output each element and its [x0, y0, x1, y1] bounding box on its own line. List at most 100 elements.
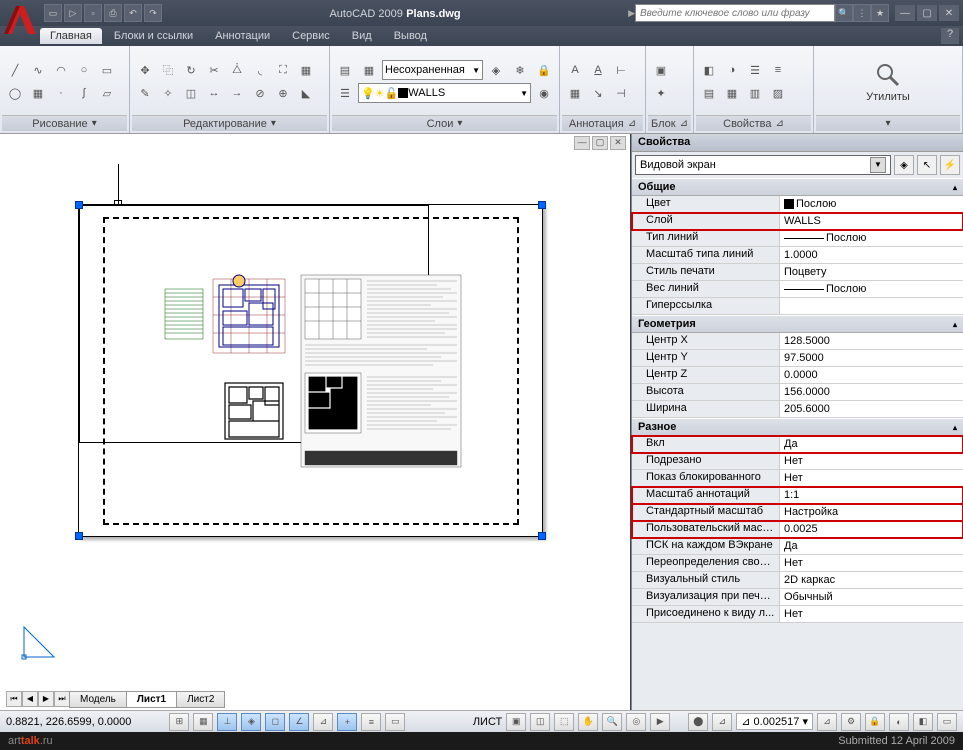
prop-ltype-value[interactable]: Послою — [780, 230, 963, 246]
layer-states-icon[interactable]: ▦ — [358, 59, 380, 81]
ducs-button[interactable]: ⊿ — [313, 713, 333, 731]
match-props-icon[interactable]: ◧ — [698, 59, 720, 81]
region-icon[interactable]: ▱ — [96, 82, 118, 104]
prop-color-value[interactable]: Послою — [780, 196, 963, 212]
lwt-button[interactable]: ≡ — [361, 713, 381, 731]
layer-lock-icon[interactable]: 🔒 — [533, 59, 555, 81]
prop-w-value[interactable]: 205.6000 — [780, 401, 963, 417]
hatch-icon[interactable]: ▦ — [27, 82, 49, 104]
tab-prev-icon[interactable]: ◀ — [22, 691, 38, 707]
doc-close-icon[interactable]: ✕ — [610, 136, 626, 150]
pan-button[interactable]: ✋ — [578, 713, 598, 731]
extend-icon[interactable]: → — [226, 82, 248, 104]
section-misc[interactable]: Разное — [632, 418, 963, 436]
prop-clip-value[interactable]: Нет — [780, 453, 963, 469]
bylyr-icon[interactable]: ▥ — [744, 82, 766, 104]
panel-annot-title[interactable]: Аннотация ⊿ — [562, 115, 643, 131]
help-button[interactable]: ? — [941, 28, 959, 44]
toggle-pickadd-icon[interactable]: ◈ — [894, 155, 914, 175]
panel-block-title[interactable]: Блок ⊿ — [648, 115, 691, 131]
open-icon[interactable]: ▷ — [64, 4, 82, 22]
prop-vstyle-value[interactable]: 2D каркас — [780, 572, 963, 588]
save-icon[interactable]: ▫ — [84, 4, 102, 22]
panel-draw-title[interactable]: Рисование ▾ — [2, 115, 127, 131]
layer-freeze-icon[interactable]: ❄ — [509, 59, 531, 81]
color-icon[interactable]: ◑ — [721, 59, 743, 81]
mirror-icon[interactable]: ⧊ — [226, 59, 248, 81]
prop-ascale-value[interactable]: 1:1 — [780, 487, 963, 503]
dimension-icon[interactable]: ⊢ — [610, 59, 632, 81]
otrack-button[interactable]: ∠ — [289, 713, 309, 731]
comm-icon[interactable]: ⋮ — [853, 4, 871, 22]
section-geometry[interactable]: Геометрия — [632, 315, 963, 333]
layer-manager-icon[interactable]: ☰ — [334, 82, 356, 104]
app-menu-button[interactable] — [2, 2, 38, 38]
grip-bl[interactable] — [75, 532, 83, 540]
anno-auto-button[interactable]: ⊿ — [712, 713, 732, 731]
close-button[interactable]: ✕ — [939, 5, 959, 21]
tab-output[interactable]: Вывод — [384, 28, 437, 44]
line-icon[interactable]: ╱ — [4, 59, 26, 81]
copy-icon[interactable]: ⿻ — [157, 59, 179, 81]
spline-icon[interactable]: ∫ — [73, 82, 95, 104]
model-button[interactable]: ▣ — [506, 713, 526, 731]
move-icon[interactable]: ✥ — [134, 59, 156, 81]
wheel-button[interactable]: ◎ — [626, 713, 646, 731]
prop-ovr-value[interactable]: Нет — [780, 555, 963, 571]
tab-last-icon[interactable]: ⏭ — [54, 691, 70, 707]
chamfer-icon[interactable]: ◣ — [295, 82, 317, 104]
break-icon[interactable]: ⊘ — [249, 82, 271, 104]
anno-vis-button[interactable]: ⬤ — [688, 713, 708, 731]
prop-sscale-value[interactable]: Настройка — [780, 504, 963, 520]
tab-sheet2[interactable]: Лист2 — [176, 691, 225, 708]
utilities-button[interactable]: Утилиты — [866, 52, 910, 112]
section-general[interactable]: Общие — [632, 178, 963, 196]
explode-icon[interactable]: ✧ — [157, 82, 179, 104]
clean-button[interactable]: ▭ — [937, 713, 957, 731]
prop-h-value[interactable]: 156.0000 — [780, 384, 963, 400]
scale-icon[interactable]: ⛶ — [272, 59, 294, 81]
polar-button[interactable]: ◈ — [241, 713, 261, 731]
layer-combo[interactable]: 💡☀🔓 WALLS▼ — [358, 83, 531, 103]
grid-button[interactable]: ▦ — [193, 713, 213, 731]
ortho-button[interactable]: ⊥ — [217, 713, 237, 731]
list-icon[interactable]: ▤ — [698, 82, 720, 104]
isolate-button[interactable]: ◧ — [913, 713, 933, 731]
panel-layers-title[interactable]: Слои ▾ — [332, 115, 557, 131]
tab-sheet1[interactable]: Лист1 — [126, 691, 177, 708]
tab-annotations[interactable]: Аннотации — [205, 28, 280, 44]
select-objects-icon[interactable]: ↖ — [917, 155, 937, 175]
anno-lock-button[interactable]: ⊿ — [817, 713, 837, 731]
prop-lock-value[interactable]: Нет — [780, 470, 963, 486]
snap-button[interactable]: ⊞ — [169, 713, 189, 731]
array-icon[interactable]: ▦ — [295, 59, 317, 81]
hardware-button[interactable]: ◐ — [889, 713, 909, 731]
doc-max-icon[interactable]: ▢ — [592, 136, 608, 150]
doc-min-icon[interactable]: — — [574, 136, 590, 150]
ellipse-icon[interactable]: ◯ — [4, 82, 26, 104]
prop-cz-value[interactable]: 0.0000 — [780, 367, 963, 383]
tab-service[interactable]: Сервис — [282, 28, 340, 44]
create-block-icon[interactable]: ✦ — [650, 82, 672, 104]
layer-match-icon[interactable]: ◉ — [533, 82, 555, 104]
panel-props-title[interactable]: Свойства ⊿ — [696, 115, 811, 131]
qp-button[interactable]: ▭ — [385, 713, 405, 731]
polyline-icon[interactable]: ∿ — [27, 59, 49, 81]
dyn-button[interactable]: + — [337, 713, 357, 731]
tab-model[interactable]: Модель — [69, 691, 127, 708]
osnap-button[interactable]: ◻ — [265, 713, 285, 731]
anim-button[interactable]: ▶ — [650, 713, 670, 731]
nav-button[interactable]: ⬚ — [554, 713, 574, 731]
ws-button[interactable]: ⚙ — [841, 713, 861, 731]
maximize-button[interactable]: ▢ — [917, 5, 937, 21]
prop-cy-value[interactable]: 97.5000 — [780, 350, 963, 366]
drawing-area[interactable]: — ▢ ✕ — [0, 134, 630, 710]
prop-cscale-value[interactable]: 0.0025 — [780, 521, 963, 537]
star-icon[interactable]: ★ — [871, 4, 889, 22]
prop-shade-value[interactable]: Обычный — [780, 589, 963, 605]
prop-link-value[interactable]: Нет — [780, 606, 963, 622]
scale-readout[interactable]: ⊿ 0.002517 ▾ — [736, 713, 813, 730]
ltype-icon[interactable]: ☰ — [744, 59, 766, 81]
search-input[interactable] — [635, 4, 835, 22]
join-icon[interactable]: ⊕ — [272, 82, 294, 104]
